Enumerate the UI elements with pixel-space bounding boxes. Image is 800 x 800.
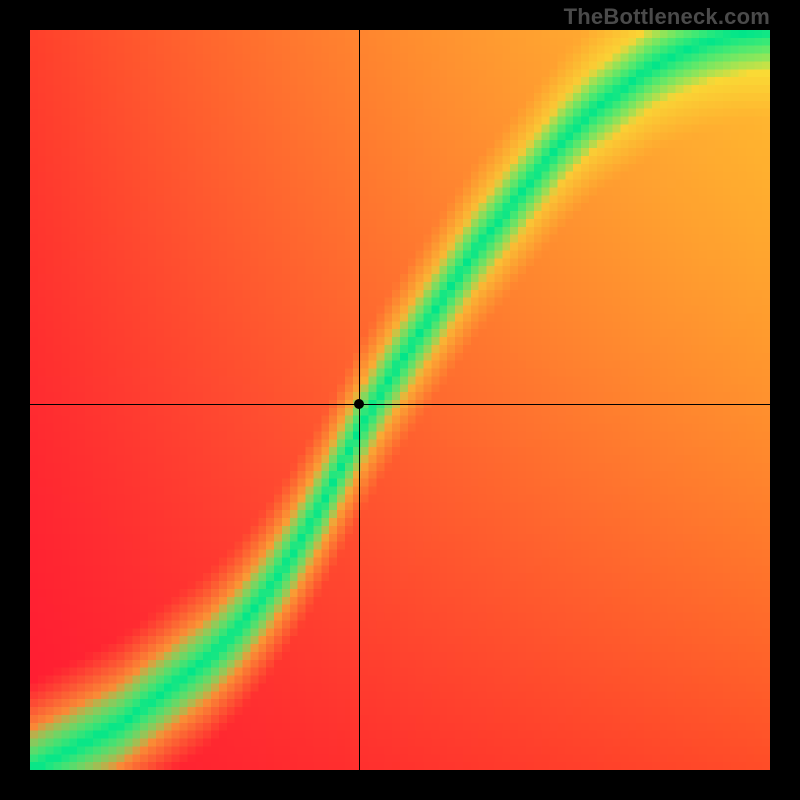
crosshair-horizontal [30,404,770,405]
crosshair-marker [354,399,364,409]
heatmap-canvas [30,30,770,770]
chart-container: TheBottleneck.com [0,0,800,800]
watermark-text: TheBottleneck.com [564,4,770,30]
plot-area [30,30,770,770]
